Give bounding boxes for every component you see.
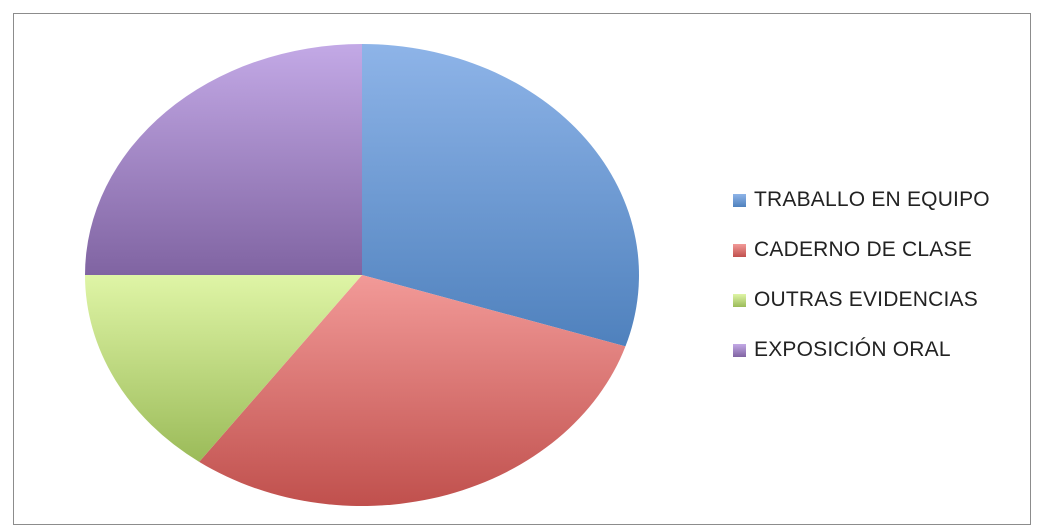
legend-label: CADERNO DE CLASE bbox=[754, 238, 972, 261]
legend-label: OUTRAS EVIDENCIAS bbox=[754, 288, 978, 311]
pie-slice-outras-evidencias bbox=[85, 275, 362, 462]
legend-swatch bbox=[733, 244, 746, 257]
legend-swatch bbox=[733, 294, 746, 307]
legend-item-caderno-de-clase: CADERNO DE CLASE bbox=[733, 237, 1033, 263]
legend: TRABALLO EN EQUIPO CADERNO DE CLASE OUTRAS… bbox=[733, 187, 1033, 387]
legend-swatch bbox=[733, 194, 746, 207]
pie-slices bbox=[85, 44, 639, 506]
legend-item-exposicion-oral: EXPOSICIÓN ORAL bbox=[733, 337, 1033, 363]
legend-item-outras-evidencias: OUTRAS EVIDENCIAS bbox=[733, 287, 1033, 313]
legend-label: TRABALLO EN EQUIPO bbox=[754, 188, 990, 211]
pie-slice-caderno-de-clase bbox=[199, 275, 626, 506]
pie-slice-traballo-en-equipo bbox=[362, 44, 639, 347]
legend-swatch bbox=[733, 344, 746, 357]
legend-item-traballo-en-equipo: TRABALLO EN EQUIPO bbox=[733, 187, 1033, 213]
legend-label: EXPOSICIÓN ORAL bbox=[754, 338, 951, 361]
pie-slice-exposicion-oral bbox=[85, 44, 362, 275]
